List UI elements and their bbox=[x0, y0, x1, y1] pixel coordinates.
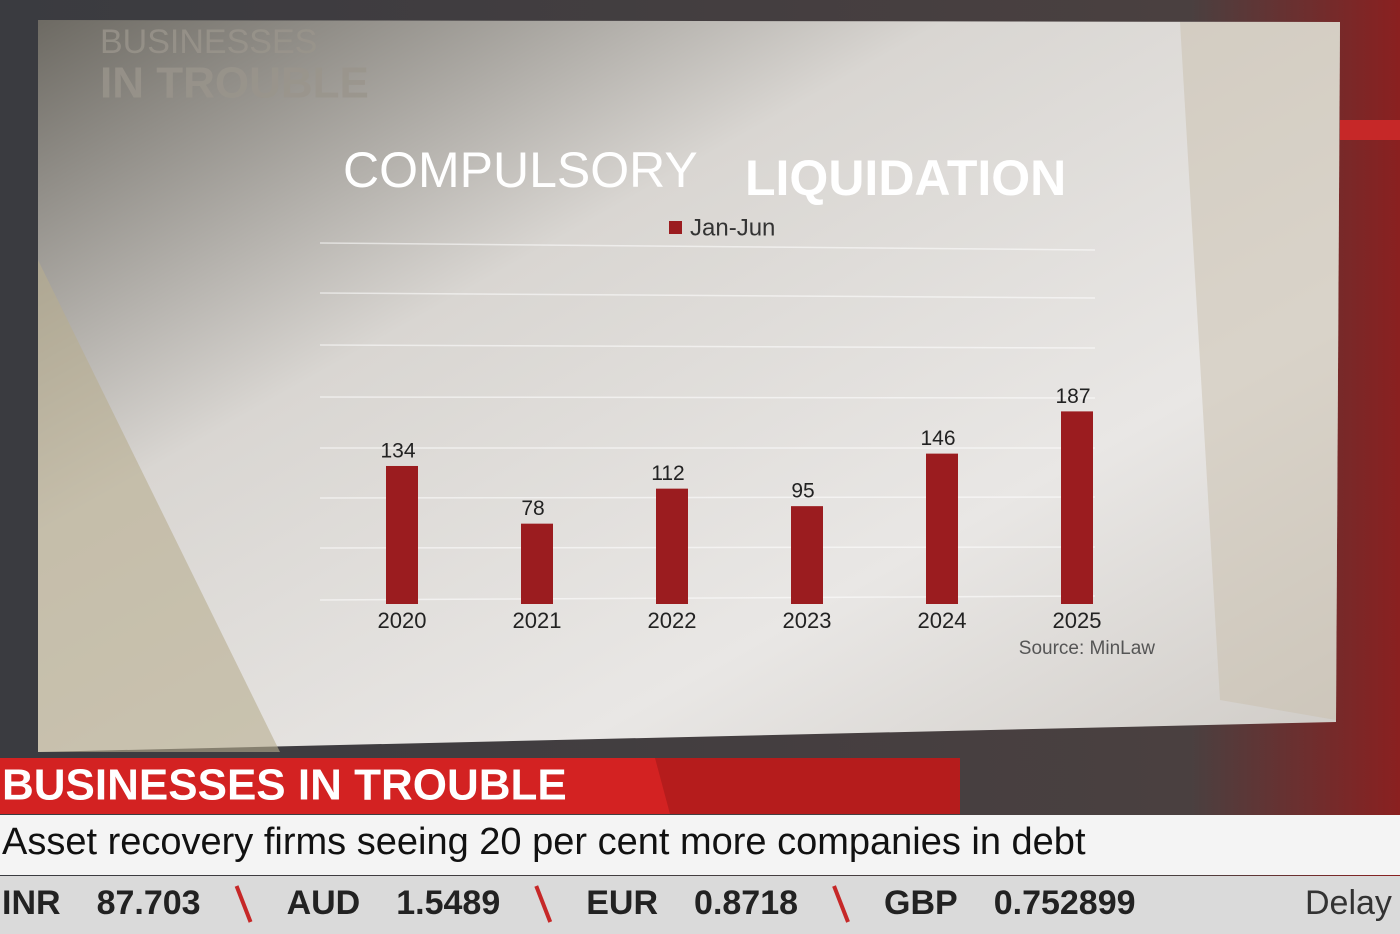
ticker-separator bbox=[832, 885, 850, 923]
headline: Asset recovery firms seeing 20 per cent … bbox=[2, 821, 1086, 863]
watermark: IN TROUBLE bbox=[100, 59, 369, 108]
x-tick-label: 2023 bbox=[783, 608, 832, 633]
studio-light bbox=[1340, 120, 1400, 140]
bar bbox=[791, 506, 823, 604]
screen-panel bbox=[38, 20, 1340, 752]
bar bbox=[386, 465, 418, 604]
bar bbox=[656, 488, 688, 604]
x-tick-label: 2025 bbox=[1053, 608, 1102, 633]
bar bbox=[926, 453, 958, 604]
value-label: 112 bbox=[651, 462, 684, 485]
x-tick-label: 2020 bbox=[378, 608, 427, 633]
ticker-rate: 1.5489 bbox=[396, 884, 500, 922]
x-tick-label: 2024 bbox=[918, 608, 967, 633]
ticker-code: GBP bbox=[884, 884, 958, 922]
banner-bg bbox=[0, 758, 670, 814]
ticker-code: AUD bbox=[287, 884, 361, 922]
screen-decor bbox=[1180, 22, 1340, 720]
x-tick-label: 2022 bbox=[648, 608, 697, 633]
ticker-tail: Delay bbox=[1305, 884, 1392, 922]
value-label: 134 bbox=[380, 440, 415, 463]
chart-title-bold: LIQUIDATION bbox=[745, 150, 1066, 206]
bar bbox=[1061, 411, 1093, 604]
value-label: 187 bbox=[1055, 385, 1090, 408]
ticker-code: EUR bbox=[586, 884, 658, 922]
value-label: 78 bbox=[521, 497, 544, 520]
ticker-rate: 0.8718 bbox=[694, 884, 798, 922]
ticker-code: INR bbox=[2, 884, 61, 922]
ticker-bg bbox=[0, 876, 1400, 934]
screen-decor bbox=[38, 260, 280, 752]
headline-bg bbox=[0, 815, 1400, 875]
legend-swatch bbox=[669, 221, 682, 234]
ticker-separator bbox=[234, 885, 253, 923]
ticker-rate: 0.752899 bbox=[994, 884, 1136, 922]
value-label: 146 bbox=[920, 427, 955, 450]
bar bbox=[521, 523, 553, 604]
source-note: Source: MinLaw bbox=[1019, 638, 1156, 659]
banner-text: BUSINESSES IN TROUBLE bbox=[2, 761, 567, 810]
value-label: 95 bbox=[791, 480, 814, 503]
chart-title-light: COMPULSORY bbox=[343, 142, 698, 198]
watermark: BUSINESSES bbox=[100, 23, 317, 61]
ticker-rate: 87.703 bbox=[97, 884, 201, 922]
legend-label: Jan-Jun bbox=[690, 214, 775, 241]
ticker-separator bbox=[534, 885, 553, 923]
grid-decor bbox=[319, 242, 1096, 601]
x-tick-label: 2021 bbox=[513, 608, 562, 633]
